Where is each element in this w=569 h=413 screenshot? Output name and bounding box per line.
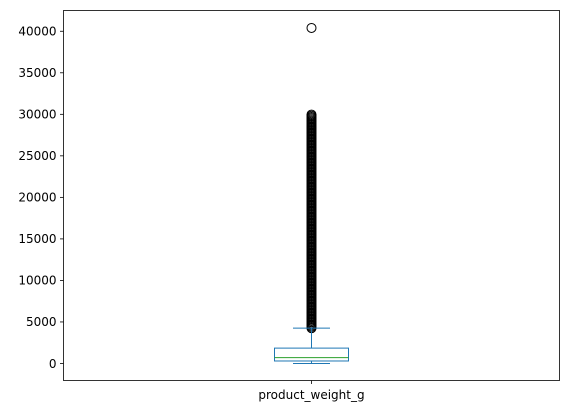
y-tick-label-30000: 30000 <box>18 108 56 122</box>
outlier-point-178 <box>306 109 317 120</box>
y-tick-label-0: 0 <box>49 357 57 371</box>
interquartile-box <box>274 347 349 362</box>
y-tick-label-25000: 25000 <box>18 149 56 163</box>
y-tick-label-20000: 20000 <box>18 191 56 205</box>
y-tick-label-40000: 40000 <box>18 25 56 39</box>
y-axis: 0 5000 10000 15000 20000 25000 30000 35000 40000 <box>18 25 64 371</box>
y-tick-label-5000: 5000 <box>26 315 57 329</box>
outlier-point-extra-0 <box>306 22 317 33</box>
y-tick-label-10000: 10000 <box>18 274 56 288</box>
y-tick-label-15000: 15000 <box>18 232 56 246</box>
box-series-product-weight-g <box>274 327 349 364</box>
x-tick-label-product-weight-g: product_weight_g <box>258 388 364 402</box>
outliers <box>306 22 317 334</box>
y-tick-label-35000: 35000 <box>18 66 56 80</box>
x-axis: product_weight_g <box>258 380 365 402</box>
